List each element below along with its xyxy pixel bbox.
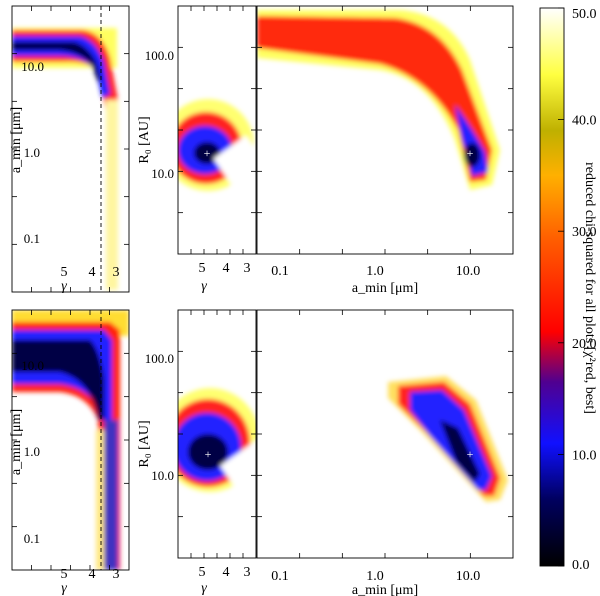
x-tick-label: 4 <box>89 265 96 280</box>
x-tick-label: 1.0 <box>366 569 384 584</box>
colorbar-tick-label: 0.0 <box>572 558 590 573</box>
best-fit-marker: + <box>204 146 211 160</box>
y-axis-label: R₀ [AU] <box>137 420 152 467</box>
y-tick-label: 100.0 <box>145 48 174 63</box>
y-tick-label: 10.0 <box>151 166 174 181</box>
colorbar-tick-label: 10.0 <box>572 448 597 463</box>
x-tick-label: 4 <box>223 565 230 580</box>
x-axis-label: a_min [μm] <box>352 583 418 596</box>
y-axis-label: a_min [μm] <box>9 409 24 475</box>
x-tick-label: 5 <box>199 261 206 276</box>
panel-top-gamma-r0: + 5 4 3 γ 100.0 10.0 R₀ [AU] <box>137 5 257 294</box>
colorbar-tick-label: 50.0 <box>572 7 597 22</box>
y-tick-label: 0.1 <box>24 231 40 246</box>
x-tick-label: 10.0 <box>456 264 481 279</box>
x-tick-label: 5 <box>61 265 68 280</box>
colorbar-tick-label: 30.0 <box>572 225 597 240</box>
panel-top-gamma-amin: 5 4 3 γ 10.0 1.0 0.1 a_min [μm] <box>9 5 130 294</box>
y-axis-label: a_min [μm] <box>9 107 24 173</box>
y-tick-label: 10.0 <box>21 59 44 74</box>
best-fit-marker: + <box>467 447 474 461</box>
heat-tail <box>106 100 118 290</box>
y-axis-label: R₀ [AU] <box>137 116 152 163</box>
x-tick-label: 3 <box>244 261 251 276</box>
colorbar-label: reduced chi-squared for all plots [χ²red… <box>582 162 597 414</box>
x-axis-label: γ <box>201 279 207 294</box>
x-tick-label: 3 <box>244 565 251 580</box>
x-tick-label: 1.0 <box>366 264 384 279</box>
heat-column-edge <box>96 430 104 570</box>
frame-ticks <box>12 6 513 570</box>
y-tick-label: 10.0 <box>151 468 174 483</box>
x-ticks: 5 4 3 <box>61 265 120 280</box>
heat-band-core <box>12 42 101 82</box>
y-tick-label: 0.1 <box>24 531 40 546</box>
panel-bottom-gamma-r0: + 5 4 3 γ 100.0 10.0 R₀ [AU] <box>137 309 257 596</box>
colorbar-tick-label: 20.0 <box>572 337 597 352</box>
best-fit-marker: + <box>205 447 212 461</box>
colorbar: 0.0 10.0 20.0 30.0 40.0 50.0 reduced chi-squa… <box>539 7 597 573</box>
y-tick-label: 1.0 <box>24 444 40 459</box>
heat-band-blue <box>455 105 488 176</box>
colorbar-tick-label: 40.0 <box>572 114 597 129</box>
x-tick-label: 3 <box>113 567 120 582</box>
x-tick-label: 5 <box>199 565 206 580</box>
x-axis-label: a_min [μm] <box>352 281 418 296</box>
x-axis-label: γ <box>201 581 207 596</box>
x-axis-label: γ <box>61 279 67 294</box>
x-tick-label: 10.0 <box>456 569 481 584</box>
x-tick-label: 4 <box>223 261 230 276</box>
heat-core <box>440 420 480 482</box>
x-tick-label: 0.1 <box>271 264 289 279</box>
colorbar-scale <box>539 7 565 567</box>
best-fit-marker: + <box>467 146 474 160</box>
x-axis-label: γ <box>61 581 67 596</box>
x-tick-label: 5 <box>61 567 68 582</box>
panel-bottom-gamma-amin: 5 4 3 γ 10.0 1.0 0.1 a_min [μm] <box>9 309 130 596</box>
x-tick-label: 4 <box>89 567 96 582</box>
heat-core <box>188 434 228 470</box>
y-tick-label: 1.0 <box>24 145 40 160</box>
heat-band-core <box>12 340 104 420</box>
heat-column <box>104 420 118 570</box>
x-tick-label: 0.1 <box>271 569 289 584</box>
y-ticks: 10.0 1.0 0.1 <box>21 59 44 246</box>
heat-band-red <box>257 16 492 182</box>
heat-core <box>464 143 480 167</box>
y-tick-label: 10.0 <box>21 358 44 373</box>
panel-bottom-amin-r0: + 0.1 1.0 10.0 a_min [μm] <box>256 309 514 596</box>
x-tick-label: 3 <box>113 265 120 280</box>
colorbar-ticks: 0.0 10.0 20.0 30.0 40.0 50.0 <box>558 7 597 573</box>
y-tick-label: 100.0 <box>145 351 174 366</box>
panel-top-amin-r0: + 0.1 1.0 10.0 a_min [μm] <box>256 5 514 296</box>
